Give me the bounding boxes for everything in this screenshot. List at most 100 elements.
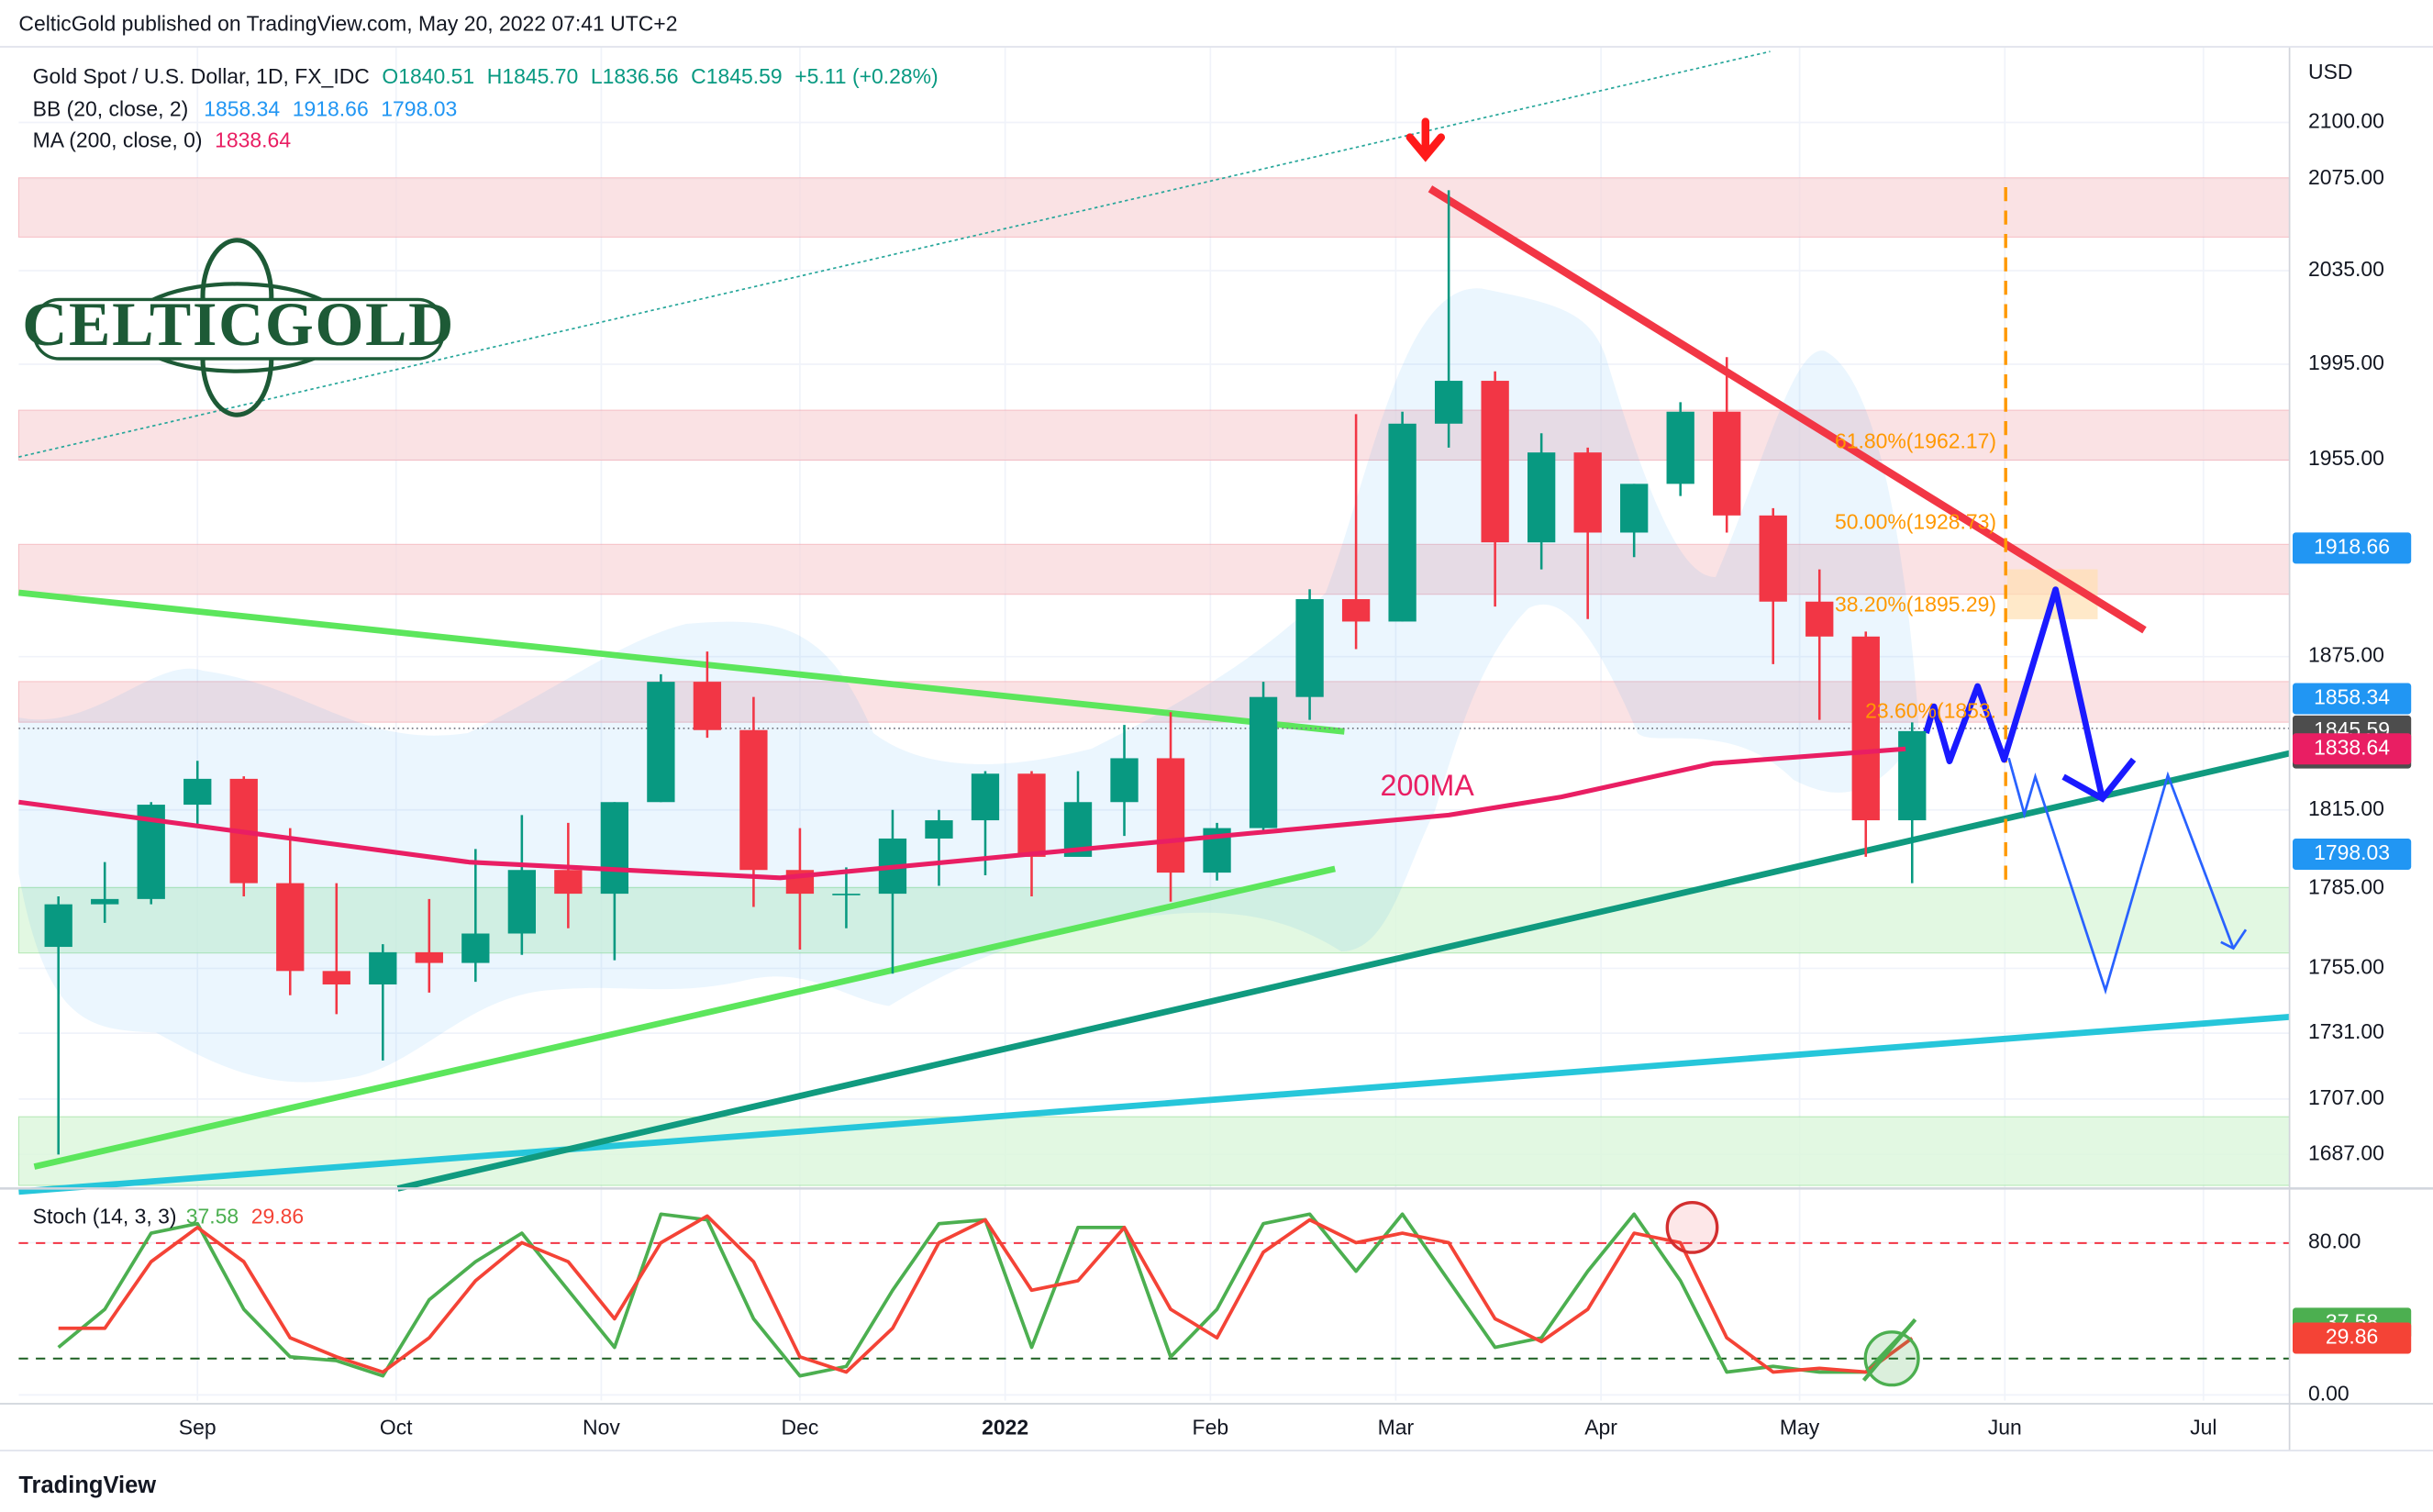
- y-tick-label: 2075.00: [2308, 165, 2384, 189]
- candle-body: [1341, 599, 1371, 622]
- candle-body: [1898, 730, 1927, 821]
- x-tick-label: Jun: [1988, 1415, 2022, 1439]
- price-label: 1798.03: [2314, 840, 2390, 864]
- legend-stoch: Stoch (14, 3, 3) 37.58 29.86: [33, 1205, 304, 1228]
- candle-body: [554, 870, 583, 895]
- scenario-arrow: [2061, 757, 2137, 803]
- support-zone: [17, 886, 2291, 954]
- candle-body: [1528, 452, 1556, 543]
- candle-body: [322, 971, 350, 985]
- candle-body: [44, 904, 72, 948]
- resistance-zone: [17, 681, 2291, 723]
- price-label-bg: [2293, 532, 2412, 564]
- ma-line: [18, 746, 1906, 881]
- candle-body: [1805, 601, 1834, 637]
- fib-label: 61.80%(1962.17): [1835, 428, 1996, 452]
- axes: Sep Oct Nov Dec 2022 Feb Mar Apr May Jun Jul 2100.0…: [179, 109, 2412, 1439]
- scenario-path: [2007, 757, 2235, 995]
- candle-body: [369, 951, 397, 985]
- fib-label: 50.00%(1928.73): [1835, 510, 1996, 534]
- indicator-value: 29.86: [251, 1205, 304, 1228]
- legend-bb: BB (20, close, 2) 1858.34 1918.66 1798.03: [33, 97, 458, 121]
- y-tick-label: 1995.00: [2308, 350, 2384, 374]
- price-label-bg: [2293, 683, 2412, 715]
- y-tick-label: 0.00: [2308, 1381, 2350, 1405]
- candle-body: [832, 894, 861, 895]
- x-tick-label: Nov: [583, 1415, 620, 1439]
- ohlc: C1845.59: [691, 64, 782, 88]
- drawings: [18, 50, 2291, 1195]
- candle-body: [1666, 411, 1694, 484]
- plot: 61.80%(1962.17) 50.00%(1928.73) 38.20%(189…: [18, 190, 1996, 1155]
- candle-body: [693, 682, 722, 730]
- resistance-zone: [17, 409, 2291, 461]
- y-tick-label: 2035.00: [2308, 257, 2384, 281]
- support-zone: [17, 1116, 2291, 1186]
- price-label: 29.86: [2326, 1325, 2378, 1349]
- x-tick-label: 2022: [982, 1415, 1028, 1439]
- indicator-value: 1838.64: [215, 128, 291, 152]
- candle-body: [1110, 758, 1139, 803]
- footer: TradingView: [18, 1473, 156, 1498]
- price-label-bg: [2293, 838, 2412, 870]
- ohlc: O1840.51: [382, 64, 474, 88]
- ma-annotation: 200MA: [1380, 769, 1474, 802]
- candle-body: [507, 870, 536, 934]
- candle-body: [276, 883, 305, 972]
- signal-tick: [1861, 1317, 1917, 1382]
- downtrend-line: [1428, 185, 2147, 634]
- candle-body: [1434, 381, 1463, 424]
- indicator-value: 37.58: [186, 1205, 239, 1228]
- resistance-zone: [17, 177, 2291, 238]
- channel-line: [18, 50, 1771, 458]
- x-tick-label: Apr: [1584, 1415, 1617, 1439]
- publisher: CelticGold published on TradingView.com,…: [18, 11, 677, 35]
- price-label: 1918.66: [2314, 534, 2390, 558]
- indicator-value: 1798.03: [381, 97, 457, 121]
- y-axis-label: USD: [2308, 60, 2352, 83]
- ohlc: H1845.70: [487, 64, 578, 88]
- trendline: [396, 750, 2291, 1192]
- candle-body: [1481, 381, 1509, 543]
- fib-label: 23.60%(1853.: [1865, 698, 1996, 722]
- ohlc: L1836.56: [591, 64, 679, 88]
- candle-body: [1851, 636, 1880, 821]
- trendline: [18, 589, 1345, 735]
- legend-main: Gold Spot / U.S. Dollar, 1D, FX_IDC O1840…: [33, 64, 939, 88]
- y-tick-label: 2100.00: [2308, 109, 2384, 133]
- candle-body: [1713, 411, 1741, 516]
- trendline: [18, 1014, 2290, 1195]
- y-tick-label: 1955.00: [2308, 446, 2384, 470]
- oversold-circle: [1863, 1330, 1920, 1387]
- x-tick-label: Dec: [782, 1415, 819, 1439]
- candle-body: [1017, 773, 1046, 857]
- candle-body: [415, 951, 443, 963]
- scenario-arrow: [2220, 928, 2248, 951]
- price-label-bg: [2293, 1322, 2412, 1354]
- candle-body: [1295, 599, 1324, 697]
- fib-label: 38.20%(1895.29): [1835, 592, 1996, 616]
- y-tick-label: 1687.00: [2308, 1140, 2384, 1164]
- x-tick-label: Feb: [1193, 1415, 1229, 1439]
- candle-body: [1620, 484, 1649, 533]
- y-tick-label: 1785.00: [2308, 874, 2384, 898]
- candle-body: [1573, 452, 1602, 533]
- indicator-value: 1918.66: [293, 97, 369, 121]
- candle-body: [1388, 423, 1416, 622]
- indicator: MA (200, close, 0): [33, 128, 203, 152]
- candle-body: [1249, 696, 1278, 828]
- stoch-line: [58, 1214, 1914, 1374]
- x-tick-label: Mar: [1378, 1415, 1415, 1439]
- symbol: Gold Spot / U.S. Dollar, 1D, FX_IDC: [33, 64, 370, 88]
- candle-body: [600, 802, 629, 895]
- y-tick-label: 1707.00: [2308, 1085, 2384, 1109]
- price-label: 1838.64: [2314, 735, 2390, 759]
- change: +5.11 (+0.28%): [794, 64, 938, 88]
- candle-body: [1156, 758, 1185, 873]
- indicator-value: 1858.34: [204, 97, 280, 121]
- candle-body: [91, 898, 119, 905]
- candle-body: [647, 682, 675, 803]
- candle-body: [461, 933, 490, 963]
